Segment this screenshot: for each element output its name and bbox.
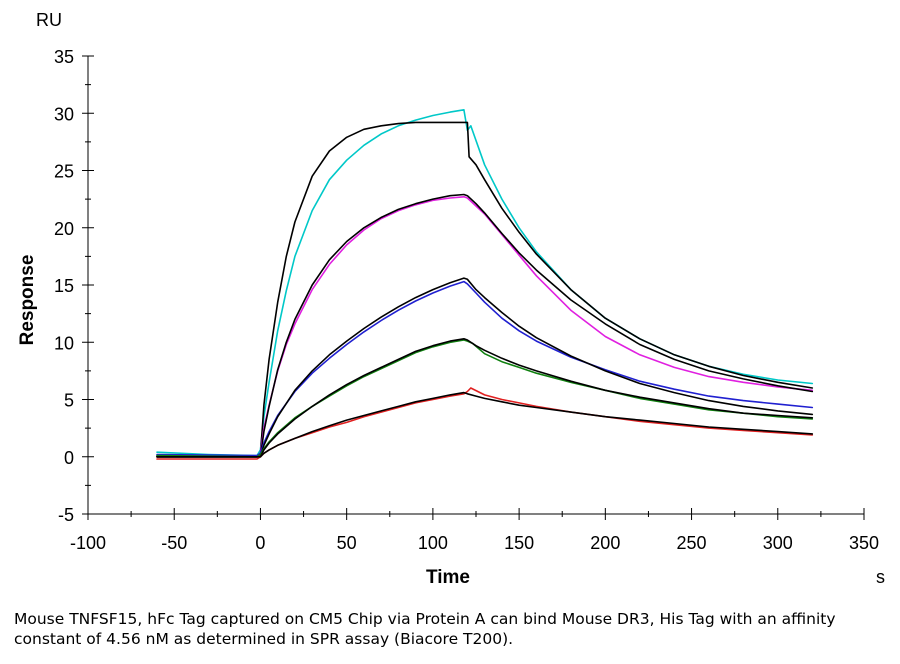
x-tick-label: 0 [255, 533, 265, 553]
y-axis-title: Response [17, 255, 38, 346]
data-curve-4 [156, 280, 814, 457]
fit-curve-1 [156, 121, 814, 458]
fit-curve-7 [156, 337, 814, 458]
x-axis-title: Time [426, 567, 470, 588]
x-tick-label: -100 [70, 533, 106, 553]
fit-curve-5 [156, 277, 814, 458]
x-tick-label: 200 [590, 533, 620, 553]
fit-curve-3 [156, 193, 814, 458]
fit-curve-9 [156, 391, 814, 458]
y-tick-label: 25 [54, 162, 74, 182]
x-tick-label: 300 [763, 533, 793, 553]
x-unit-label: s [876, 567, 885, 587]
series-layer [156, 109, 814, 460]
y-tick-label: 5 [64, 391, 74, 411]
y-tick-label: 35 [54, 47, 74, 67]
x-tick-label: 100 [418, 533, 448, 553]
x-tick-label: 50 [337, 533, 357, 553]
y-tick-label: 10 [54, 333, 74, 353]
data-curve-6 [156, 339, 814, 458]
y-tick-label: 15 [54, 276, 74, 296]
y-tick-label: 20 [54, 219, 74, 239]
x-tick-label: 350 [849, 533, 879, 553]
spr-sensorgram-chart: RU Response Time s -505101520253035-100-… [17, 10, 885, 588]
data-curve-2 [156, 196, 814, 458]
x-tick-label: 250 [677, 533, 707, 553]
data-curve-0 [156, 109, 814, 457]
figure-caption: Mouse TNFSF15, hFc Tag captured on CM5 C… [14, 610, 836, 648]
y-tick-label: 0 [64, 448, 74, 468]
y-tick-label: -5 [58, 505, 74, 525]
y-tick-label: 30 [54, 104, 74, 124]
x-tick-label: 150 [504, 533, 534, 553]
x-tick-label: -50 [161, 533, 187, 553]
y-unit-label: RU [36, 10, 62, 30]
